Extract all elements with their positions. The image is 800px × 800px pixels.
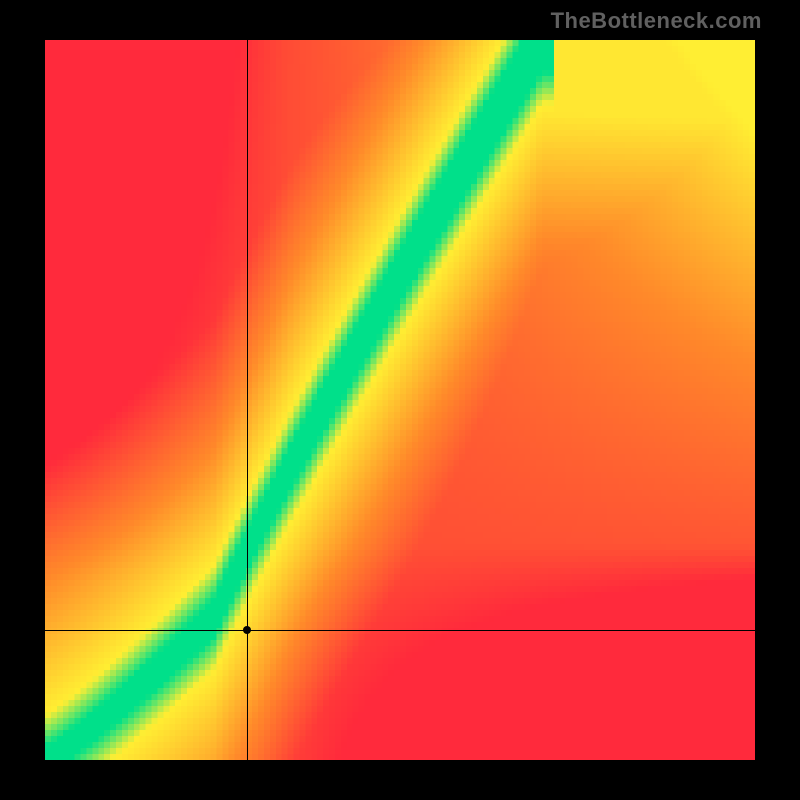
crosshair-horizontal xyxy=(45,630,755,631)
frame-left xyxy=(0,0,45,800)
frame-right xyxy=(755,0,800,800)
frame-bottom xyxy=(0,760,800,800)
watermark-text: TheBottleneck.com xyxy=(551,8,762,34)
bottleneck-heatmap xyxy=(45,40,755,760)
plot-area xyxy=(45,40,755,760)
crosshair-vertical xyxy=(247,40,248,760)
